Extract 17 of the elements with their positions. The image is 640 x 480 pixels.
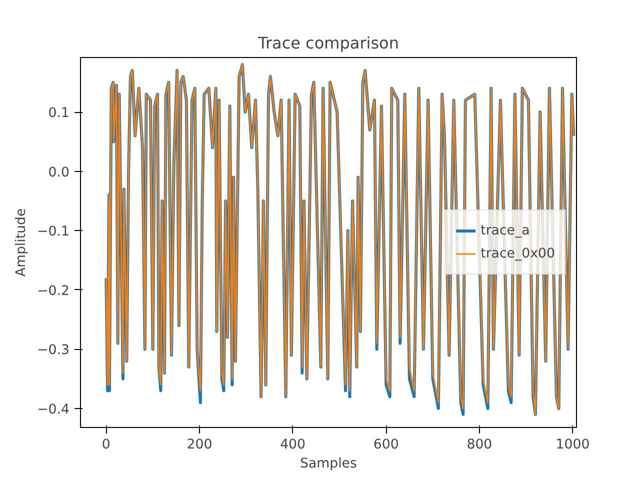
y-tick-label: 0.0 [48,165,70,180]
chart-title: Trace comparison [257,34,399,52]
y-tick-label: 0.1 [48,106,70,122]
x-tick-label: 0 [102,438,110,452]
x-tick-label: 800 [466,438,492,452]
legend-label: trace_a [480,223,530,238]
y-tick-label: −0.1 [37,224,70,240]
x-axis-title: Samples [300,456,358,472]
legend-label: trace_0x00 [480,246,555,261]
y-tick-label: −0.2 [37,284,70,299]
x-tick-label: 400 [280,438,306,452]
y-tick-label: −0.4 [37,402,70,418]
x-tick-label: 200 [186,438,212,452]
x-tick-label: 600 [373,438,399,452]
y-tick-label: −0.3 [37,343,70,358]
y-axis-title: Amplitude [14,208,30,277]
x-tick-label: 1000 [556,438,590,452]
